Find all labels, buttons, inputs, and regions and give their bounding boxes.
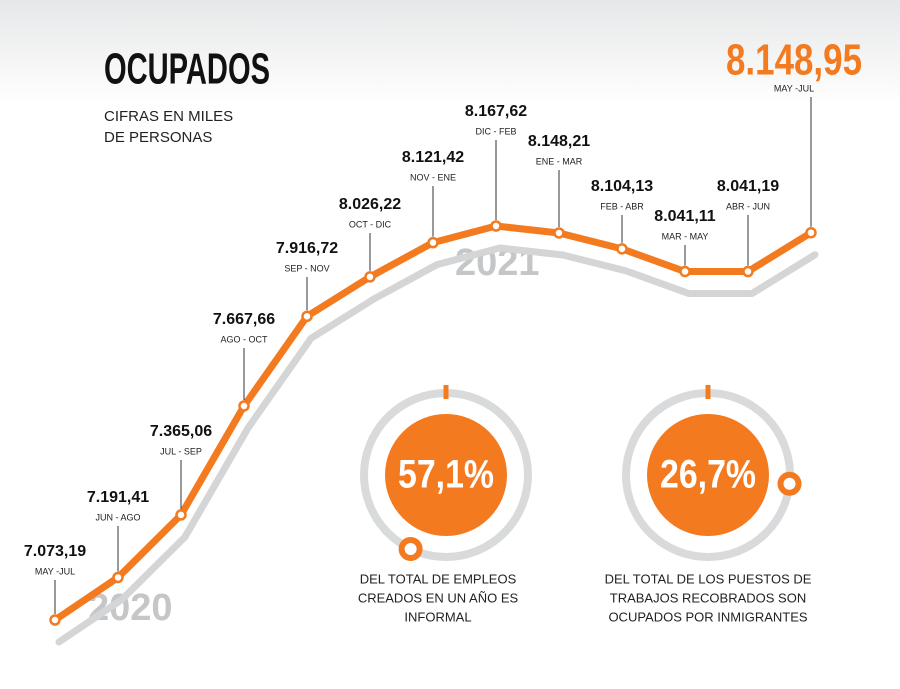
chart-title: OCUPADOS xyxy=(104,45,270,94)
highlight-text: DEL TOTAL DE EMPLEOS xyxy=(360,571,517,586)
highlight-text: INFORMAL xyxy=(404,609,471,624)
value-label: 7.365,06 xyxy=(150,423,212,440)
ring-end xyxy=(777,471,802,496)
data-point xyxy=(238,400,250,412)
data-point xyxy=(805,226,817,239)
data-point xyxy=(616,243,628,255)
data-point xyxy=(427,236,439,249)
category-label: FEB - ABR xyxy=(600,201,644,211)
category-label: MAY -JUL xyxy=(35,566,75,576)
percent-label: 26,7% xyxy=(660,453,756,497)
category-label: AGO - OCT xyxy=(221,334,269,344)
data-point xyxy=(553,227,565,239)
category-label: OCT - DIC xyxy=(349,219,392,229)
ring-end xyxy=(398,536,423,561)
data-point xyxy=(301,310,313,323)
value-label: 8.026,22 xyxy=(339,196,401,213)
value-label: 7.191,41 xyxy=(87,489,149,506)
highlight-text: CREADOS EN UN AÑO ES xyxy=(358,590,519,605)
value-label: 7.073,19 xyxy=(24,543,86,560)
data-point xyxy=(490,220,502,232)
highlight-text: OCUPADOS POR INMIGRANTES xyxy=(608,609,807,624)
category-label: JUN - AGO xyxy=(95,512,140,522)
category-label: JUL - SEP xyxy=(160,446,202,456)
value-label: 8.104,13 xyxy=(591,178,653,195)
value-label: 7.667,66 xyxy=(213,311,275,328)
value-label: 7.916,72 xyxy=(276,240,338,257)
highlight-text: TRABAJOS RECOBRADOS SON xyxy=(610,590,806,605)
category-label: MAR - MAY xyxy=(662,231,709,241)
data-point xyxy=(112,571,124,584)
category-label: DIC - FEB xyxy=(475,126,516,136)
line-shadow xyxy=(55,244,819,646)
value-label: 8.041,19 xyxy=(717,178,779,195)
data-point xyxy=(49,614,61,626)
center-disc xyxy=(385,414,507,536)
subtitle: CIFRAS EN MILES xyxy=(104,108,233,125)
data-point xyxy=(742,265,754,278)
center-disc xyxy=(647,414,769,536)
value-label: 8.121,42 xyxy=(402,149,464,166)
value-label: 8.041,11 xyxy=(654,208,716,225)
data-point xyxy=(364,271,376,283)
data-point xyxy=(679,265,691,278)
value-label: 8.167,62 xyxy=(465,103,527,120)
category-label: NOV - ENE xyxy=(410,172,456,182)
value-label: 8.148,21 xyxy=(528,133,590,150)
percent-label: 57,1% xyxy=(398,453,494,497)
category-label: MAY -JUL xyxy=(774,83,814,93)
value-label: 8.148,95 xyxy=(726,36,862,85)
category-label: SEP - NOV xyxy=(284,263,329,273)
category-label: ENE - MAR xyxy=(536,156,583,166)
category-label: ABR - JUN xyxy=(726,201,770,211)
highlight-text: DEL TOTAL DE LOS PUESTOS DE xyxy=(605,571,812,586)
data-point xyxy=(175,509,187,521)
subtitle: DE PERSONAS xyxy=(104,129,212,146)
